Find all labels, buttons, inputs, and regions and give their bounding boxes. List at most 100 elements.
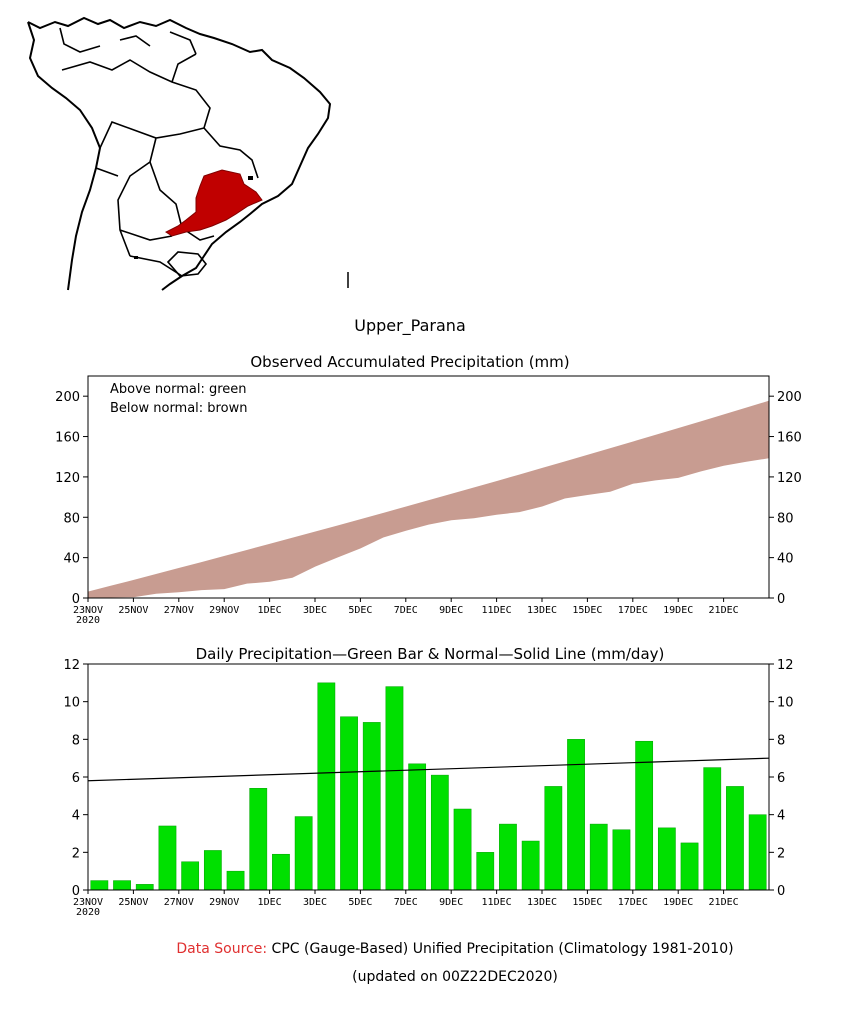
accum-plot-frame (87, 375, 770, 599)
daily-bar (589, 823, 608, 891)
y-tick-label: 6 (72, 771, 80, 786)
y-tick-label: 0 (777, 592, 785, 607)
y-tick-label: 4 (777, 809, 785, 824)
daily-bar (272, 853, 290, 891)
x-tick-label: 27NOV (164, 897, 194, 908)
y-tick-label: 8 (777, 733, 785, 748)
daily-bar (499, 823, 517, 891)
x-tick-label: 23NOV (73, 897, 103, 908)
daily-plot-frame (87, 663, 770, 891)
y-tick-label: 10 (777, 696, 794, 711)
x-tick-label: 5DEC (348, 605, 372, 616)
daily-bar (726, 786, 744, 891)
x-tick-label: 9DEC (439, 605, 463, 616)
legend-below: Below normal: brown (110, 401, 247, 416)
accum-y-axis-right: 0 40 80 120 160 200 (769, 390, 802, 607)
daily-bar (544, 786, 563, 891)
y-tick-label: 0 (72, 592, 80, 607)
x-tick-label: 9DEC (439, 897, 463, 908)
x-tick-label: 3DEC (303, 897, 327, 908)
x-tick-label: 29NOV (209, 605, 239, 616)
y-tick-label: 8 (72, 733, 80, 748)
x-tick-label: 25NOV (118, 605, 148, 616)
below-normal-band (87, 400, 770, 599)
x-tick-label: 7DEC (394, 605, 418, 616)
accum-y-axis-left: 0 40 80 120 160 200 (55, 390, 88, 607)
daily-bar (476, 852, 495, 891)
map-west-coast (27, 21, 102, 291)
daily-bar (317, 682, 336, 891)
daily-bar (680, 842, 699, 891)
daily-bar (181, 861, 200, 891)
x-tick-label: 13DEC (527, 897, 557, 908)
y-tick-label: 40 (63, 552, 80, 567)
y-tick-label: 200 (777, 390, 802, 405)
daily-bar (362, 722, 381, 891)
x-tick-label: 15DEC (572, 897, 602, 908)
y-tick-label: 200 (55, 390, 80, 405)
daily-bar (340, 716, 358, 891)
data-source-label: Data Source: (176, 941, 267, 957)
daily-bar (567, 739, 585, 891)
daily-bar (294, 816, 313, 891)
x-year-label: 2020 (76, 907, 100, 918)
data-source-text: CPC (Gauge-Based) Unified Precipitation … (272, 941, 734, 957)
daily-y-axis-left: 0 2 4 6 8 10 12 (63, 658, 88, 899)
updated-note: (updated on 00Z22DEC2020) (352, 969, 558, 985)
daily-bar (635, 740, 654, 891)
x-tick-label: 17DEC (618, 897, 648, 908)
normal-line (87, 757, 770, 782)
daily-bar (135, 884, 154, 891)
x-tick-label: 13DEC (527, 605, 557, 616)
accumulated-chart: Observed Accumulated Precipitation (mm) … (55, 353, 802, 626)
y-tick-label: 10 (63, 696, 80, 711)
x-tick-label: 7DEC (394, 897, 418, 908)
x-tick-label: 15DEC (572, 605, 602, 616)
daily-bar (408, 763, 427, 891)
daily-bar (748, 814, 767, 891)
x-tick-label: 19DEC (663, 897, 693, 908)
x-tick-label: 23NOV (73, 605, 103, 616)
map-uruguay (166, 251, 208, 277)
daily-bar-layer (87, 682, 770, 891)
y-tick-label: 2 (72, 846, 80, 861)
x-tick-label: 17DEC (618, 605, 648, 616)
south-america-map (27, 16, 332, 291)
x-tick-label: 19DEC (663, 605, 693, 616)
map-island (134, 256, 138, 259)
y-tick-label: 80 (777, 511, 794, 526)
map-island (248, 176, 253, 180)
map-borders (59, 27, 259, 277)
daily-chart: Daily Precipitation—Green Bar & Normal—S… (63, 645, 793, 918)
x-tick-label: 11DEC (482, 897, 512, 908)
y-tick-label: 160 (55, 431, 80, 446)
x-tick-label: 1DEC (258, 605, 282, 616)
daily-bar (430, 774, 449, 891)
daily-bar (203, 850, 222, 891)
x-tick-label: 21DEC (709, 605, 739, 616)
daily-bar (612, 829, 631, 891)
x-tick-label: 25NOV (118, 897, 148, 908)
y-tick-label: 12 (63, 658, 80, 673)
daily-bar (249, 788, 268, 891)
x-tick-label: 11DEC (482, 605, 512, 616)
y-tick-label: 4 (72, 809, 80, 824)
x-tick-label: 29NOV (209, 897, 239, 908)
daily-bar (226, 870, 245, 891)
legend-above: Above normal: green (110, 382, 247, 397)
map-coastline (27, 16, 332, 291)
accum-fill-layer (87, 400, 770, 599)
upper-parana-region (165, 169, 263, 237)
x-year-label: 2020 (76, 615, 100, 626)
y-tick-label: 40 (777, 552, 794, 567)
x-tick-label: 5DEC (348, 897, 372, 908)
y-tick-label: 160 (777, 431, 802, 446)
daily-bar (703, 767, 722, 891)
daily-x-axis: 23NOV 25NOV 27NOV 29NOV 1DEC 3DEC 5DEC 7DEC 9DEC… (73, 890, 739, 918)
daily-bar (158, 825, 177, 891)
daily-y-axis-right: 0 2 4 6 8 10 12 (769, 658, 794, 899)
y-tick-label: 120 (55, 471, 80, 486)
accum-x-axis: 23NOV 25NOV 27NOV 29NOV 1DEC 3DEC 5DEC 7DEC 9DEC… (73, 598, 739, 626)
y-tick-label: 2 (777, 846, 785, 861)
